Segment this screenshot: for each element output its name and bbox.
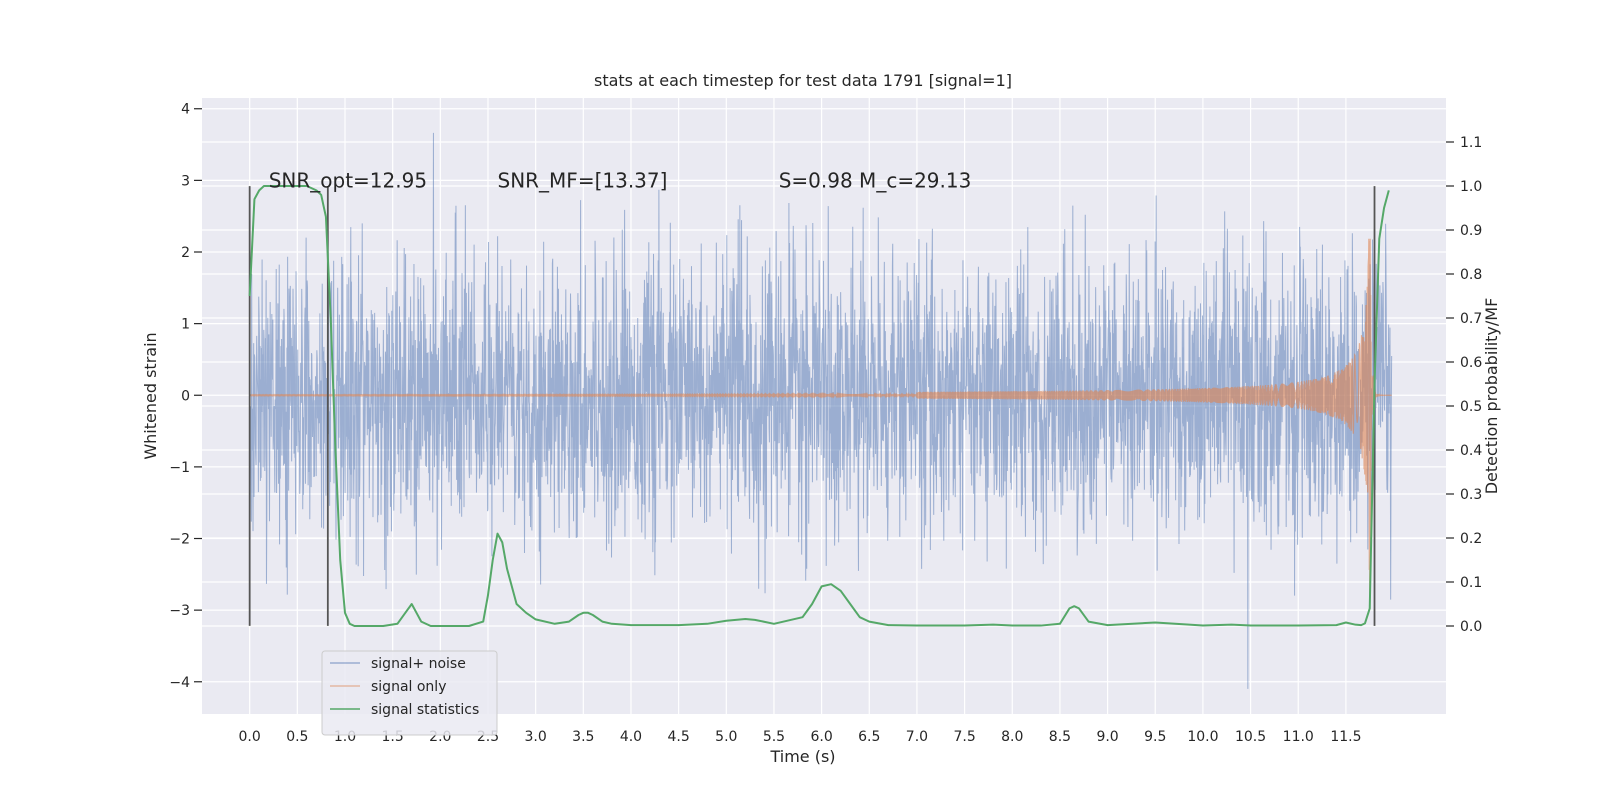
annotation-1: SNR_MF=[13.37] xyxy=(498,168,668,192)
y-tick-label: −2 xyxy=(169,532,190,548)
y-axis-ticks: −4 −3 −2 −1 0 1 2 3 4 xyxy=(169,102,202,691)
y2-tick-label: 0.9 xyxy=(1460,223,1482,239)
legend-label-signal-only: signal only xyxy=(371,679,446,695)
x-tick-label: 4.5 xyxy=(667,729,689,745)
y2-tick-label: 0.6 xyxy=(1460,355,1482,371)
x-tick-label: 10.0 xyxy=(1187,729,1218,745)
y2-tick-label: 0.1 xyxy=(1460,575,1482,591)
y2-tick-label: 1.1 xyxy=(1460,135,1482,151)
y2-tick-label: 0.5 xyxy=(1460,399,1482,415)
signal-noise-line xyxy=(249,132,1393,689)
x-tick-label: 0.0 xyxy=(239,729,261,745)
x-tick-label: 9.0 xyxy=(1096,729,1118,745)
x-tick-label: 9.5 xyxy=(1144,729,1166,745)
x-tick-label: 6.0 xyxy=(810,729,832,745)
y-axis-label: Whitened strain xyxy=(141,332,160,459)
y-tick-label: −3 xyxy=(169,603,190,619)
chart-title: stats at each timestep for test data 179… xyxy=(594,71,1012,90)
annotation-0: SNR_opt=12.95 xyxy=(269,168,427,192)
y-tick-label: −4 xyxy=(169,675,190,691)
series-signal-statistics xyxy=(248,185,1390,627)
y2-tick-label: 0.2 xyxy=(1460,531,1482,547)
y2-tick-label: 0.3 xyxy=(1460,487,1482,503)
x-tick-label: 7.0 xyxy=(906,729,928,745)
x-axis-ticks: 0.0 0.5 1.0 1.5 2.0 2.5 3.0 3.5 4.0 4.5 5.0 5.5 6.0 6… xyxy=(239,729,1362,745)
legend-box xyxy=(321,650,498,736)
legend-label-signal-statistics: signal statistics xyxy=(371,702,479,718)
x-tick-label: 11.0 xyxy=(1283,729,1314,745)
x-tick-label: 6.5 xyxy=(858,729,880,745)
y-tick-label: 0 xyxy=(181,388,190,404)
x-tick-label: 11.5 xyxy=(1330,729,1361,745)
x-tick-label: 4.0 xyxy=(620,729,642,745)
x-axis-label: Time (s) xyxy=(769,747,835,766)
y-tick-label: −1 xyxy=(169,460,190,476)
legend: signal+ noise signal only signal statist… xyxy=(321,650,498,736)
signal-only-line xyxy=(249,238,1392,605)
x-tick-label: 7.5 xyxy=(953,729,975,745)
y-tick-label: 2 xyxy=(181,245,190,261)
y2-tick-label: 0.0 xyxy=(1460,619,1482,635)
y2-tick-label: 0.8 xyxy=(1460,267,1482,283)
x-tick-label: 8.0 xyxy=(1001,729,1023,745)
series-signal-only xyxy=(249,238,1392,605)
y2-tick-label: 0.7 xyxy=(1460,311,1482,327)
y-tick-label: 3 xyxy=(181,173,190,189)
annotations: SNR_opt=12.95 SNR_MF=[13.37] S=0.98 M_c=29… xyxy=(269,168,972,192)
y-tick-label: 1 xyxy=(181,317,190,333)
x-tick-label: 10.5 xyxy=(1235,729,1266,745)
y-tick-label: 4 xyxy=(181,102,190,118)
x-tick-label: 5.0 xyxy=(715,729,737,745)
legend-label-signal-noise: signal+ noise xyxy=(371,656,466,672)
x-tick-label: 5.5 xyxy=(763,729,785,745)
y2-axis-ticks: 0.0 0.1 0.2 0.3 0.4 0.5 0.6 0.7 0.8 0.9 1.0 1.1 xyxy=(1446,135,1482,635)
x-tick-label: 3.5 xyxy=(572,729,594,745)
x-tick-label: 3.0 xyxy=(525,729,547,745)
y2-axis-label: Detection probability/MF xyxy=(1482,298,1501,495)
annotation-2: S=0.98 M_c=29.13 xyxy=(779,168,972,192)
x-tick-label: 8.5 xyxy=(1049,729,1071,745)
signal-statistics-line xyxy=(248,185,1390,627)
series-signal-noise xyxy=(249,132,1393,689)
x-tick-label: 0.5 xyxy=(286,729,308,745)
y2-tick-label: 0.4 xyxy=(1460,443,1482,459)
y2-tick-label: 1.0 xyxy=(1460,179,1482,195)
